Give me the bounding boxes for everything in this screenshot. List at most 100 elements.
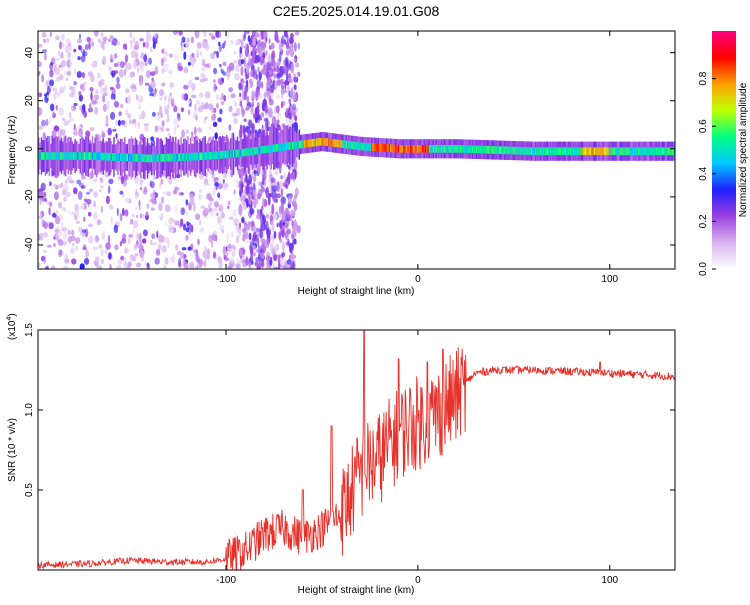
heatmap-cell (180, 153, 182, 161)
heatmap-cell (99, 152, 102, 161)
y-tick-label: 0 (24, 146, 35, 152)
heatmap-cell (534, 147, 537, 156)
heatmap-cell (129, 31, 133, 39)
heatmap-cell (407, 145, 409, 153)
heatmap-cell (514, 146, 517, 155)
heatmap-cell (493, 146, 495, 154)
heatmap-cell (595, 147, 597, 156)
heatmap-cell (163, 63, 169, 72)
heatmap-cell (136, 214, 139, 219)
heatmap-cell (257, 188, 263, 198)
heatmap-cell (154, 257, 160, 265)
heatmap-cell (286, 218, 290, 227)
heatmap-cell (416, 145, 419, 153)
heatmap-cell (182, 223, 187, 231)
heatmap-cell (333, 139, 335, 147)
heatmap-cell (110, 152, 112, 161)
heatmap-cell (115, 153, 118, 161)
heatmap-cell (230, 39, 234, 45)
heatmap-cell (397, 144, 400, 153)
heatmap-cell (71, 258, 77, 265)
x-tick-label: 100 (601, 274, 618, 285)
heatmap-cell (165, 128, 170, 132)
heatmap-cell (641, 147, 643, 156)
heatmap-cell (540, 147, 542, 156)
heatmap-cell (294, 115, 298, 122)
heatmap-cell (604, 147, 607, 156)
heatmap-cell (194, 76, 200, 81)
heatmap-cell (75, 210, 80, 217)
heatmap-cell (260, 168, 263, 178)
heatmap-cell (58, 152, 60, 160)
heatmap-cell (294, 141, 296, 149)
heatmap-cell (455, 145, 458, 153)
heatmap-cell (233, 60, 238, 64)
heatmap-cell (46, 94, 50, 99)
heatmap-cell (206, 248, 211, 253)
heatmap-cell (453, 145, 455, 153)
heatmap-cell (292, 196, 297, 207)
heatmap-cell (149, 154, 151, 163)
heatmap-cell (280, 188, 283, 197)
heatmap-cell (276, 73, 281, 79)
spectrogram-panel: -100 0 100 -40 -20 0 20 40 Height of straight l… (7, 30, 676, 297)
heatmap-cell (235, 39, 238, 47)
heatmap-cell (262, 197, 265, 207)
heatmap-cell (213, 151, 216, 160)
heatmap-cell (427, 145, 429, 153)
heatmap-cell (40, 152, 43, 160)
heatmap-cell (134, 194, 139, 200)
heatmap-cell (173, 54, 179, 61)
heatmap-cell (46, 265, 49, 269)
heatmap-cell (262, 213, 265, 221)
heatmap-cell (309, 139, 311, 147)
heatmap-cell (287, 194, 292, 206)
heatmap-cell (367, 143, 369, 151)
heatmap-cell (283, 142, 286, 151)
heatmap-cell (629, 147, 631, 156)
heatmap-cell (117, 119, 121, 127)
heatmap-cell (219, 151, 221, 159)
heatmap-cell (177, 113, 181, 122)
heatmap-cell (55, 104, 58, 111)
heatmap-cell (544, 147, 546, 156)
heatmap-cell (240, 105, 244, 115)
heatmap-cell (308, 139, 310, 148)
heatmap-cell (231, 150, 233, 158)
heatmap-cell (471, 145, 474, 154)
heatmap-cell (653, 147, 655, 156)
heatmap-cell (218, 225, 225, 231)
heatmap-cell (276, 79, 282, 86)
heatmap-cell (57, 92, 61, 97)
heatmap-cell (56, 226, 61, 231)
heatmap-cell (220, 151, 223, 159)
heatmap-cell (250, 147, 252, 156)
heatmap-cell (110, 59, 114, 63)
heatmap-cell (94, 31, 99, 37)
heatmap-cell (383, 144, 385, 152)
heatmap-cell (185, 128, 190, 135)
heatmap-cell (402, 145, 404, 153)
heatmap-cell (251, 101, 255, 108)
heatmap-cell (215, 151, 217, 160)
heatmap-cell (239, 126, 243, 138)
heatmap-cell (91, 41, 94, 47)
heatmap-cell (170, 98, 175, 107)
colorbar-gradient (712, 31, 736, 269)
heatmap-cell (273, 67, 277, 72)
heatmap-cell (651, 147, 654, 156)
heatmap-cell (130, 39, 133, 49)
heatmap-cell (134, 206, 138, 211)
heatmap-cell (204, 152, 206, 160)
heatmap-cell (260, 146, 263, 154)
heatmap-cell (411, 145, 413, 153)
heatmap-cell (419, 145, 421, 153)
heatmap-cell (99, 189, 102, 193)
heatmap-cell (292, 92, 297, 102)
heatmap-cell (253, 190, 257, 198)
heatmap-cell (610, 147, 612, 156)
heatmap-cell (71, 86, 76, 96)
heatmap-cell (321, 137, 323, 146)
heatmap-cell (133, 243, 139, 249)
heatmap-cell (101, 96, 104, 102)
